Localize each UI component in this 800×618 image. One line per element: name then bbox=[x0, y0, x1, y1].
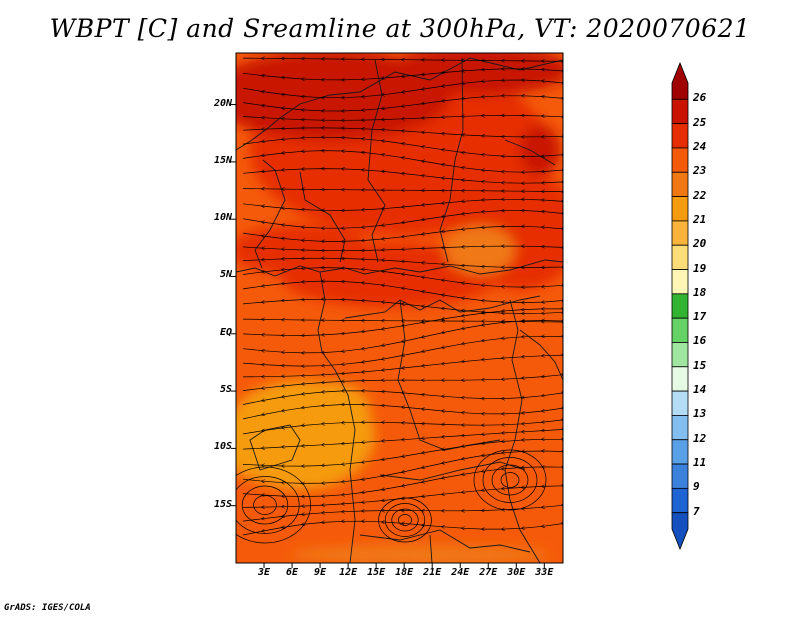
colorbar-segment bbox=[671, 415, 689, 441]
streamline-gyre bbox=[500, 472, 520, 488]
colorbar-label: 23 bbox=[693, 164, 707, 178]
colorbar-segment bbox=[671, 390, 689, 416]
colorbar-arrow-top bbox=[671, 61, 689, 100]
lon-label: 3E bbox=[257, 567, 271, 578]
lon-label: 30E bbox=[507, 567, 526, 578]
streamline-gyre bbox=[236, 466, 311, 544]
streamline-gyre bbox=[473, 449, 547, 511]
lat-label: 10N bbox=[213, 212, 232, 224]
colorbar-arrow-bottom bbox=[671, 512, 689, 551]
streamline bbox=[242, 391, 563, 406]
colorbar-segment bbox=[671, 220, 689, 246]
colorbar-label: 11 bbox=[693, 456, 707, 470]
colorbar-segment bbox=[671, 171, 689, 197]
streamline-gyre bbox=[384, 503, 426, 537]
field-blob bbox=[520, 125, 560, 175]
colorbar-segment bbox=[671, 487, 689, 514]
streamline bbox=[242, 521, 563, 537]
lon-label: 12E bbox=[339, 567, 358, 578]
colorbar-segment bbox=[671, 293, 689, 319]
colorbar-label: 9 bbox=[693, 480, 700, 494]
colorbar-segment bbox=[671, 269, 689, 295]
colorbar-label: 12 bbox=[693, 431, 707, 445]
map-frame bbox=[235, 52, 564, 564]
streamline-gyre bbox=[491, 464, 529, 496]
streamline-gyre bbox=[398, 514, 412, 526]
field-blob bbox=[290, 382, 370, 438]
streamline bbox=[242, 169, 563, 184]
colorbar-segment bbox=[671, 244, 689, 270]
lon-label: 27E bbox=[479, 567, 498, 578]
streamline-gyre bbox=[253, 495, 277, 515]
lat-label: EQ bbox=[219, 326, 232, 338]
colorbar-segment bbox=[671, 123, 689, 149]
colorbar-label: 15 bbox=[693, 358, 707, 372]
chart-title: WBPT [C] and Sreamline at 300hPa, VT: 20… bbox=[49, 14, 751, 43]
streamline bbox=[242, 420, 563, 435]
streamline bbox=[242, 58, 563, 61]
colorbar-label: 7 bbox=[693, 504, 700, 518]
streamline bbox=[242, 115, 563, 120]
lon-label: 15E bbox=[367, 567, 386, 578]
colorbar-segment bbox=[671, 463, 689, 489]
streamline bbox=[242, 375, 563, 392]
colorbar-label: 20 bbox=[693, 237, 707, 251]
colorbar-segment bbox=[671, 439, 689, 465]
colorbar-label: 22 bbox=[693, 188, 707, 202]
colorbar-label: 13 bbox=[693, 407, 707, 421]
lat-label: 15S bbox=[213, 498, 232, 510]
lon-label: 33E bbox=[535, 567, 554, 578]
lon-label: 21E bbox=[423, 567, 442, 578]
field-blob bbox=[290, 545, 550, 563]
colorbar-label: 19 bbox=[693, 261, 707, 275]
lat-label: 5S bbox=[219, 384, 232, 396]
grads-credit: GrADS: IGES/COLA bbox=[4, 603, 91, 613]
streamline bbox=[242, 226, 563, 241]
lon-label: 9E bbox=[314, 567, 327, 578]
streamline-gyre bbox=[241, 485, 289, 525]
streamlines bbox=[236, 58, 563, 544]
lon-label: 24E bbox=[451, 567, 470, 578]
colorbar-segment bbox=[671, 366, 689, 392]
colorbar-segment bbox=[671, 98, 689, 125]
colorbar-label: 16 bbox=[693, 334, 707, 348]
streamline bbox=[242, 96, 563, 111]
lon-label: 6E bbox=[286, 567, 299, 578]
streamline bbox=[242, 405, 563, 421]
streamline bbox=[242, 246, 563, 251]
lat-label: 5N bbox=[219, 269, 232, 281]
colorbar-label: 26 bbox=[693, 91, 707, 105]
colorbar bbox=[671, 61, 689, 551]
lat-label: 20N bbox=[213, 97, 232, 109]
colorbar-label: 24 bbox=[693, 139, 707, 153]
streamline bbox=[242, 505, 563, 522]
wbpt-field bbox=[236, 53, 563, 563]
streamline bbox=[242, 189, 563, 192]
streamline-gyre bbox=[236, 476, 300, 534]
colorbar-label: 25 bbox=[693, 115, 707, 129]
lon-label: 18E bbox=[395, 567, 414, 578]
lon-ticks bbox=[263, 563, 545, 568]
streamline-gyre bbox=[378, 497, 432, 543]
colorbar-label: 18 bbox=[693, 285, 707, 299]
streamline-gyre bbox=[482, 457, 538, 503]
lat-ticks bbox=[231, 104, 236, 507]
colorbar-segment bbox=[671, 196, 689, 222]
streamline-gyre bbox=[391, 508, 419, 532]
colorbar-label: 14 bbox=[693, 383, 707, 397]
colorbar-segment bbox=[671, 147, 689, 173]
lat-label: 15N bbox=[213, 154, 232, 166]
colorbar-label: 21 bbox=[693, 212, 707, 226]
colorbar-segment bbox=[671, 342, 689, 368]
colorbar-segment bbox=[671, 317, 689, 343]
colorbar-label: 17 bbox=[693, 310, 707, 324]
lat-label: 10S bbox=[213, 441, 232, 453]
